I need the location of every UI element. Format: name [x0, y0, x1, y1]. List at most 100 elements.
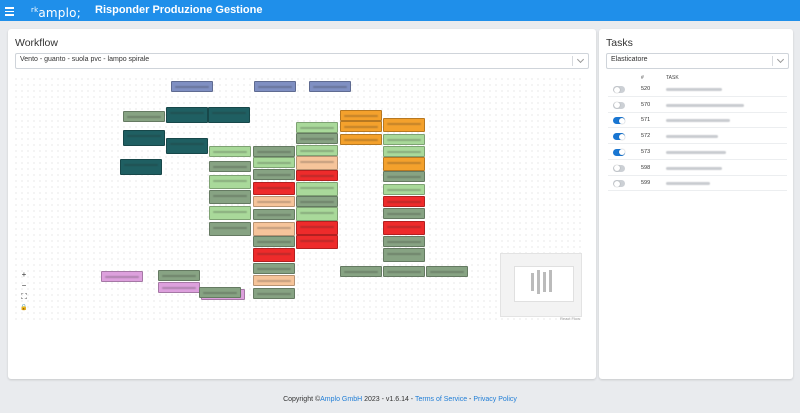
workflow-node[interactable]: [340, 121, 382, 132]
minimap-node: [531, 273, 534, 291]
node-label: [300, 160, 334, 163]
workflow-node[interactable]: [296, 182, 338, 196]
toggle-knob: [613, 86, 620, 93]
workflow-node[interactable]: [253, 182, 295, 195]
workflow-node[interactable]: [120, 159, 162, 175]
workflow-node[interactable]: [254, 81, 296, 92]
workflow-node[interactable]: [253, 236, 295, 247]
select-separator: [772, 56, 773, 66]
menu-icon[interactable]: [5, 5, 14, 16]
workflow-node[interactable]: [101, 271, 143, 282]
node-label: [162, 286, 196, 289]
workflow-node[interactable]: [158, 282, 200, 293]
task-toggle[interactable]: [613, 148, 625, 156]
workflow-node[interactable]: [208, 107, 250, 123]
workflow-node[interactable]: [123, 111, 165, 122]
workflow-node[interactable]: [209, 222, 251, 236]
node-label: [257, 240, 291, 243]
workflow-node[interactable]: [296, 170, 338, 181]
workflow-node[interactable]: [158, 270, 200, 281]
workflow-node[interactable]: [166, 107, 208, 123]
workflow-node[interactable]: [426, 266, 468, 277]
workflow-node[interactable]: [383, 266, 425, 277]
tasks-select[interactable]: Elasticatore: [606, 53, 789, 69]
workflow-node[interactable]: [209, 190, 251, 204]
privacy-link[interactable]: Privacy Policy: [473, 396, 517, 403]
workflow-node[interactable]: [296, 145, 338, 156]
lock-icon[interactable]: 🔒: [20, 305, 28, 311]
workflow-node[interactable]: [383, 196, 425, 207]
zoom-in-button[interactable]: +: [21, 270, 27, 279]
workflow-select[interactable]: Vento - guanto - suola pvc - lampo spira…: [15, 53, 589, 69]
task-row: 570: [608, 100, 787, 113]
task-toggle[interactable]: [613, 133, 625, 141]
task-toggle[interactable]: [613, 180, 625, 188]
footer-separator: -: [469, 396, 472, 403]
workflow-node[interactable]: [296, 122, 338, 133]
workflow-node[interactable]: [340, 134, 382, 145]
logo-text: amplo: [38, 6, 77, 20]
minimap-node: [543, 272, 546, 292]
workflow-node[interactable]: [383, 208, 425, 219]
node-label: [387, 161, 421, 164]
task-toggle[interactable]: [613, 117, 625, 125]
workflow-node[interactable]: [199, 287, 241, 298]
fit-view-button[interactable]: ⛶: [21, 292, 27, 301]
task-toggle[interactable]: [613, 164, 625, 172]
workflow-node[interactable]: [296, 133, 338, 144]
task-name: [666, 135, 718, 139]
workflow-node[interactable]: [383, 248, 425, 262]
workflow-node[interactable]: [253, 209, 295, 220]
workflow-node[interactable]: [171, 81, 213, 92]
minimap-node: [537, 270, 540, 294]
workflow-node[interactable]: [253, 157, 295, 168]
workflow-node[interactable]: [253, 275, 295, 286]
workflow-node[interactable]: [123, 130, 165, 146]
workflow-canvas[interactable]: + − ⛶ 🔒 React Flow: [13, 76, 583, 322]
workflow-node[interactable]: [340, 110, 382, 121]
workflow-node[interactable]: [209, 146, 251, 157]
top-app-bar: rkamplo; Risponder Produzione Gestione: [0, 0, 800, 21]
tasks-select-value: Elasticatore: [611, 56, 648, 63]
task-number: 572: [641, 133, 651, 140]
workflow-node[interactable]: [383, 134, 425, 145]
terms-link[interactable]: Terms of Service: [414, 396, 468, 403]
workflow-node[interactable]: [296, 235, 338, 249]
react-flow-attribution[interactable]: React Flow: [559, 316, 580, 321]
zoom-out-button[interactable]: −: [21, 281, 27, 290]
workflow-node[interactable]: [209, 161, 251, 172]
workflow-node[interactable]: [253, 263, 295, 274]
node-label: [300, 137, 334, 140]
workflow-node[interactable]: [253, 288, 295, 299]
amplo-logo[interactable]: rkamplo;: [31, 6, 81, 20]
workflow-node[interactable]: [383, 171, 425, 182]
workflow-node[interactable]: [296, 156, 338, 170]
toggle-knob: [613, 180, 620, 187]
workflow-node[interactable]: [383, 184, 425, 195]
company-link[interactable]: Amplo GmbH: [320, 396, 363, 403]
workflow-node[interactable]: [166, 138, 208, 154]
workflow-node[interactable]: [296, 196, 338, 207]
minimap[interactable]: [500, 253, 582, 317]
workflow-node[interactable]: [383, 221, 425, 235]
node-label: [170, 142, 204, 145]
workflow-node[interactable]: [383, 157, 425, 171]
task-toggle[interactable]: [613, 101, 625, 109]
workflow-node[interactable]: [309, 81, 351, 92]
workflow-node[interactable]: [296, 221, 338, 235]
node-label: [300, 149, 334, 152]
workflow-node[interactable]: [209, 206, 251, 220]
workflow-node[interactable]: [253, 169, 295, 180]
workflow-node[interactable]: [209, 175, 251, 189]
workflow-node[interactable]: [253, 248, 295, 262]
workflow-node[interactable]: [296, 207, 338, 221]
workflow-node[interactable]: [383, 236, 425, 247]
workflow-node[interactable]: [253, 196, 295, 207]
workflow-node[interactable]: [253, 146, 295, 157]
task-toggle[interactable]: [613, 86, 625, 93]
workflow-node[interactable]: [383, 146, 425, 157]
workflow-node[interactable]: [253, 222, 295, 236]
node-label: [257, 150, 291, 153]
workflow-node[interactable]: [383, 118, 425, 132]
workflow-node[interactable]: [340, 266, 382, 277]
